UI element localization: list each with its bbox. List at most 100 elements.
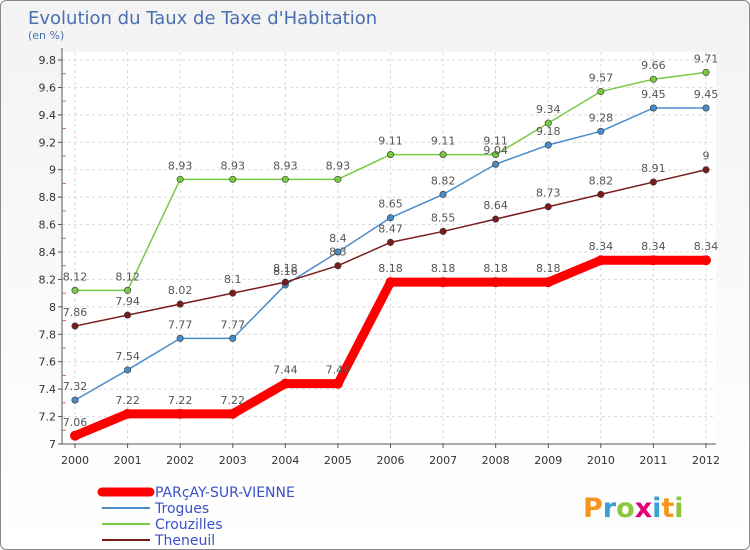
data-label: 7.54	[115, 350, 140, 363]
y-tick-label: 8.4	[39, 246, 57, 259]
data-point	[124, 286, 132, 294]
data-label: 8.4	[329, 232, 347, 245]
data-point	[702, 104, 710, 112]
data-point	[386, 238, 394, 246]
y-tick-label: 7	[49, 438, 56, 451]
data-point	[71, 286, 79, 294]
data-point	[176, 175, 184, 183]
chart-subtitle: (en %)	[28, 29, 64, 42]
data-point	[702, 68, 710, 76]
data-label: 9.66	[641, 59, 666, 72]
x-tick-label: 2011	[639, 454, 667, 467]
legend: PARçAY-SUR-VIENNETroguesCrouzillesTheneu…	[97, 485, 295, 549]
data-point	[544, 119, 552, 127]
data-point	[122, 408, 133, 419]
data-label: 8.18	[431, 262, 456, 275]
data-label: 7.86	[63, 306, 88, 319]
data-point	[649, 104, 657, 112]
data-point	[386, 214, 394, 222]
data-label: 8.93	[221, 159, 246, 172]
data-label: 9.34	[536, 103, 561, 116]
data-point	[439, 190, 447, 198]
logo-letter: o	[616, 493, 635, 524]
data-point	[70, 430, 80, 441]
proxiti-logo: Proxiti	[583, 493, 684, 524]
data-label: 8.02	[168, 284, 193, 297]
data-point	[334, 262, 342, 270]
data-point	[597, 127, 605, 135]
logo-letter: x	[635, 493, 652, 524]
x-tick-label: 2008	[482, 454, 510, 467]
data-point	[439, 151, 447, 159]
data-label: 8.93	[168, 159, 193, 172]
data-label: 9.18	[536, 125, 561, 138]
data-point	[438, 277, 449, 288]
data-label: 9	[703, 150, 710, 163]
data-point	[543, 277, 554, 288]
data-label: 7.22	[221, 394, 246, 407]
x-tick-label: 2005	[324, 454, 352, 467]
data-label: 8.65	[378, 198, 403, 211]
data-label: 7.06	[63, 416, 88, 429]
data-point	[492, 215, 500, 223]
y-tick-label: 8	[49, 301, 56, 314]
data-point	[334, 175, 342, 183]
data-point	[490, 277, 501, 288]
legend-label-3: Theneuil	[154, 533, 215, 549]
y-tick-label: 9.8	[39, 54, 57, 67]
data-label: 7.44	[273, 364, 298, 377]
data-label: 9.04	[483, 144, 508, 157]
data-label: 8.73	[536, 187, 561, 200]
data-point	[597, 190, 605, 198]
data-point	[124, 311, 132, 319]
y-tick-label: 7.2	[39, 411, 57, 424]
logo-letter: t	[661, 493, 674, 524]
series-group	[70, 68, 711, 441]
data-label: 9.71	[694, 52, 719, 65]
data-label: 8.3	[329, 246, 347, 259]
data-label: 7.22	[168, 394, 193, 407]
data-label: 8.12	[63, 270, 88, 283]
y-tick-label: 7.4	[39, 383, 57, 396]
data-point	[124, 366, 132, 374]
x-tick-label: 2001	[114, 454, 142, 467]
data-label: 7.77	[221, 318, 246, 331]
logo-letter: i	[674, 493, 683, 524]
data-label: 9.45	[641, 88, 666, 101]
data-label: 8.18	[273, 262, 298, 275]
data-point	[176, 334, 184, 342]
x-tick-label: 2004	[271, 454, 299, 467]
x-tick-label: 2006	[377, 454, 405, 467]
data-label: 8.18	[483, 262, 508, 275]
data-labels: 8.12 8.12 8.93 8.93 8.93 8.93 9.11 9.11 9.11 9.34…	[63, 52, 719, 428]
data-label: 8.93	[326, 159, 351, 172]
y-tick-label: 8.8	[39, 191, 57, 204]
legend-label-1: Trogues	[154, 501, 209, 517]
data-label: 8.16	[273, 265, 298, 278]
data-label: 8.18	[378, 262, 403, 275]
data-label: 8.34	[641, 240, 666, 253]
data-label: 9.57	[589, 72, 614, 85]
data-label: 8.18	[536, 262, 561, 275]
data-point	[71, 396, 79, 404]
data-label: 9.11	[378, 135, 403, 148]
y-tick-label: 7.6	[39, 356, 57, 369]
axes: 7 7.2 7.4 7.6 7.8 8 8.2 8.4 8.6 8.8 9 9.2 9.4 9.6 9.8 2…	[39, 48, 720, 467]
x-tick-label: 2012	[692, 454, 720, 467]
data-point	[386, 151, 394, 159]
y-tick-label: 8.6	[39, 219, 57, 232]
legend-label-0: PARçAY-SUR-VIENNE	[155, 485, 295, 501]
data-point	[71, 322, 79, 330]
data-label: 8.91	[641, 162, 666, 175]
data-point	[229, 334, 237, 342]
data-label: 9.45	[694, 88, 719, 101]
data-point	[595, 255, 606, 266]
data-label: 7.22	[115, 394, 140, 407]
logo-text: Proxiti	[583, 493, 684, 524]
x-tick-label: 2007	[429, 454, 457, 467]
data-point	[229, 175, 237, 183]
data-point	[281, 175, 289, 183]
data-label: 9.11	[431, 135, 456, 148]
data-point	[648, 255, 659, 266]
